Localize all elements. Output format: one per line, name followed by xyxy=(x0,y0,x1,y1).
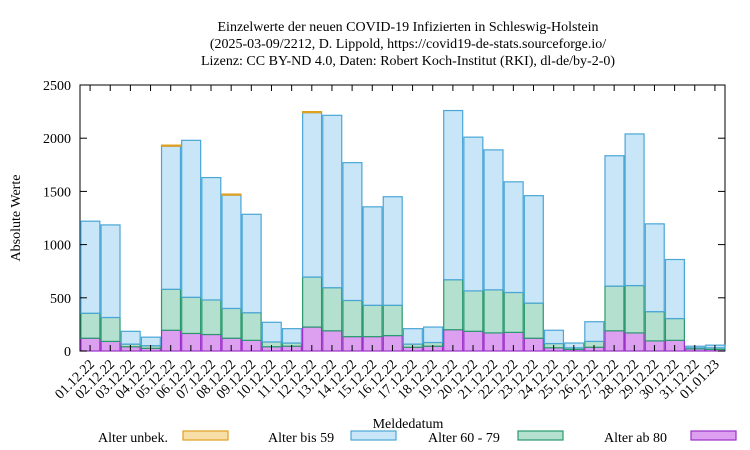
bar-segment xyxy=(483,289,504,334)
bar-segment xyxy=(160,144,182,147)
legend-label: Alter ab 80 xyxy=(604,431,667,446)
bar-segment xyxy=(80,220,101,314)
bar-segment xyxy=(503,181,524,294)
bar-segment xyxy=(322,287,343,332)
legend-label: Alter unbek. xyxy=(98,431,168,446)
bar-segment xyxy=(302,112,323,278)
bar-segment xyxy=(604,155,625,287)
legend-label: Alter 60 - 79 xyxy=(428,431,500,446)
bar-segment xyxy=(302,276,323,328)
chart-title: Einzelwerte der neuen COVID-19 Infiziert… xyxy=(201,20,615,69)
bar-segment xyxy=(543,329,565,345)
bar-segment xyxy=(362,304,383,338)
bar-segment xyxy=(342,299,363,338)
bar-segment xyxy=(664,258,685,320)
bar-segment xyxy=(201,176,222,301)
bar-segment xyxy=(342,162,363,302)
bar-segment xyxy=(160,288,182,331)
y-tick-label: 2500 xyxy=(43,79,71,94)
bar-segment xyxy=(261,321,282,343)
bar-segment xyxy=(463,136,484,292)
chart-title-line-2: (2025-03-09/2212, D. Lippold, https://co… xyxy=(210,37,606,52)
y-axis-label: Absolute Werte xyxy=(9,175,24,262)
legend-label: Alter bis 59 xyxy=(268,431,334,446)
bar-segment xyxy=(644,223,665,313)
bar-segment xyxy=(362,206,383,306)
legend-swatch xyxy=(350,430,397,441)
bar-segment xyxy=(523,302,544,339)
bar-segment xyxy=(221,193,242,196)
bar-segment xyxy=(140,336,161,347)
bar-segment xyxy=(523,195,544,304)
y-tick-label: 1000 xyxy=(43,239,71,254)
bar-segment xyxy=(402,328,423,345)
bar-segment xyxy=(181,139,202,298)
y-tick-label: 0 xyxy=(64,345,71,360)
legend-swatch xyxy=(517,430,564,441)
bar-segment xyxy=(604,285,625,332)
bar-segment xyxy=(644,311,665,342)
y-axis-ticks: 0 500 1000 1500 2000 2500 xyxy=(43,79,725,360)
bar-segment xyxy=(241,312,262,341)
bar-segment xyxy=(443,109,464,281)
bar-segment xyxy=(241,213,262,314)
chart-title-line-1: Einzelwerte der neuen COVID-19 Infiziert… xyxy=(218,20,599,35)
bars xyxy=(80,109,726,352)
bar-segment xyxy=(201,299,222,336)
legend-swatch xyxy=(182,430,229,441)
chart-title-line-3: Lizenz: CC BY-ND 4.0, Daten: Robert Koch… xyxy=(201,54,615,69)
bar-segment xyxy=(181,296,202,335)
bar-segment xyxy=(322,114,343,289)
bar-segment xyxy=(584,321,605,343)
bar-segment xyxy=(664,317,685,341)
bar-segment xyxy=(302,110,323,114)
bar-segment xyxy=(483,149,504,291)
bar-segment xyxy=(624,133,645,287)
bar-segment xyxy=(443,279,464,331)
y-tick-label: 500 xyxy=(50,292,71,307)
bar-segment xyxy=(221,307,242,339)
bar-segment xyxy=(463,290,484,332)
bar-segment xyxy=(503,291,524,333)
y-tick-label: 1500 xyxy=(43,185,71,200)
bar-segment xyxy=(160,145,182,290)
bar-segment xyxy=(80,312,101,339)
bar-segment xyxy=(281,328,303,344)
bar-segment xyxy=(382,304,403,337)
legend: Alter unbek. Alter bis 59 Alter 60 - 79 Alt… xyxy=(98,430,737,446)
legend-swatch xyxy=(690,430,737,441)
bar-segment xyxy=(100,224,121,319)
bar-segment xyxy=(221,194,242,310)
x-axis-label: Meldedatum xyxy=(373,417,444,432)
bar-segment xyxy=(624,284,645,334)
bar-segment xyxy=(422,326,444,344)
y-tick-label: 2000 xyxy=(43,132,71,147)
bar-segment xyxy=(120,330,141,345)
bar-segment xyxy=(382,196,403,306)
bar-segment xyxy=(100,316,121,343)
